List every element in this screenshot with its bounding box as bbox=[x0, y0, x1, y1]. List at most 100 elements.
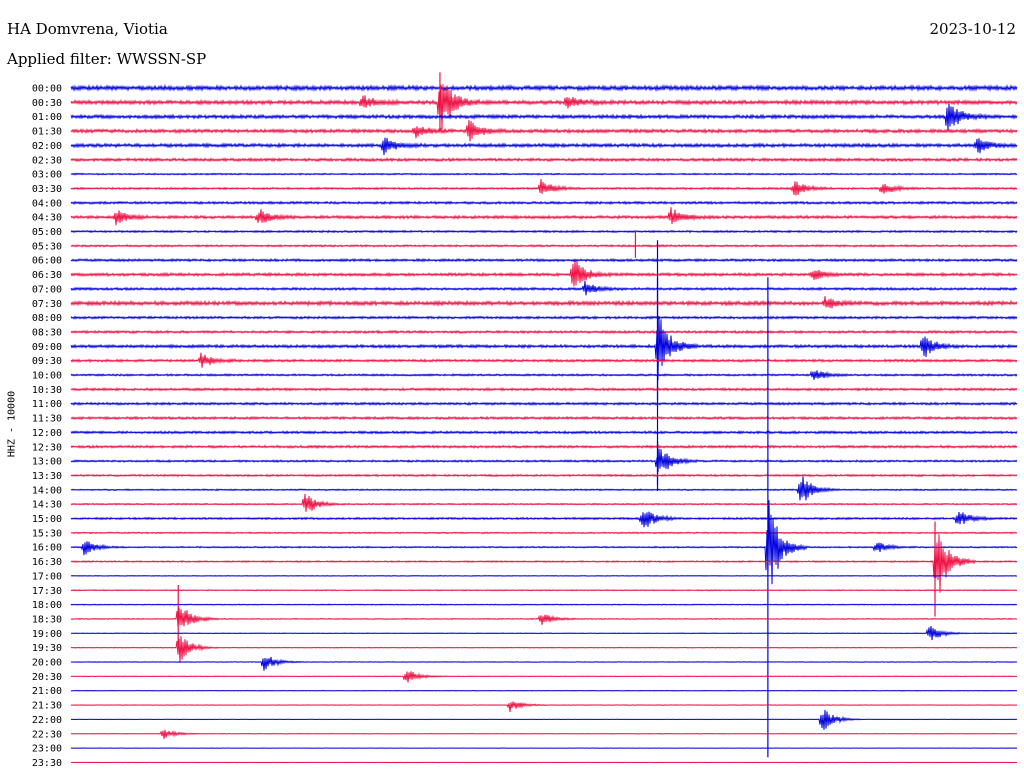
trace-line-0400 bbox=[70, 200, 1018, 206]
trace-line-1630 bbox=[70, 534, 1018, 593]
trace-line-2200 bbox=[70, 709, 1018, 730]
row-time-label: 07:00 bbox=[32, 284, 62, 295]
row-time-label: 17:30 bbox=[32, 586, 62, 597]
row-time-label: 14:30 bbox=[32, 500, 62, 511]
row-time-label: 03:30 bbox=[32, 184, 62, 195]
trace-line-1800 bbox=[70, 603, 1018, 606]
row-time-label: 16:00 bbox=[32, 543, 62, 554]
trace-line-1700 bbox=[70, 575, 1018, 577]
trace-line-0600 bbox=[70, 257, 1018, 263]
row-time-label: 01:30 bbox=[32, 127, 62, 138]
row-time-label: 02:30 bbox=[32, 155, 62, 166]
row-time-label: 11:30 bbox=[32, 414, 62, 425]
date-label: 2023-10-12 bbox=[929, 20, 1016, 38]
trace-group bbox=[70, 72, 1018, 764]
row-time-label: 18:00 bbox=[32, 600, 62, 611]
trace-line-1930 bbox=[70, 636, 1018, 663]
trace-line-0530 bbox=[70, 243, 1018, 248]
trace-line-1100 bbox=[70, 401, 1018, 407]
row-time-label: 08:00 bbox=[32, 313, 62, 324]
row-time-label: 12:30 bbox=[32, 442, 62, 453]
row-time-label: 23:30 bbox=[32, 758, 62, 769]
row-time-label: 04:30 bbox=[32, 213, 62, 224]
trace-line-2000 bbox=[70, 656, 1018, 671]
trace-line-2230 bbox=[70, 729, 1018, 740]
row-time-label: 22:00 bbox=[32, 715, 62, 726]
trace-line-2100 bbox=[70, 689, 1018, 692]
trace-line-1530 bbox=[70, 531, 1018, 535]
row-time-label: 21:00 bbox=[32, 686, 62, 697]
trace-line-1430 bbox=[70, 493, 1018, 512]
row-time-label: 09:30 bbox=[32, 356, 62, 367]
row-time-label: 10:00 bbox=[32, 371, 62, 382]
row-time-label: 09:00 bbox=[32, 342, 62, 353]
trace-line-0100 bbox=[70, 103, 1018, 130]
trace-line-0700 bbox=[70, 281, 1018, 296]
row-time-label: 06:30 bbox=[32, 270, 62, 281]
row-time-label: 18:30 bbox=[32, 614, 62, 625]
row-time-label: 22:30 bbox=[32, 729, 62, 740]
row-time-label: 20:30 bbox=[32, 672, 62, 683]
trace-line-0030 bbox=[70, 84, 1018, 130]
trace-line-0500 bbox=[70, 229, 1018, 234]
trace-line-1400 bbox=[70, 476, 1018, 501]
row-time-label: 17:00 bbox=[32, 571, 62, 582]
row-time-label: 00:30 bbox=[32, 98, 62, 109]
row-time-label: 08:30 bbox=[32, 327, 62, 338]
row-time-label: 12:00 bbox=[32, 428, 62, 439]
filter-label: Applied filter: WWSSN-SP bbox=[7, 50, 207, 68]
trace-line-1900 bbox=[70, 625, 1018, 641]
row-time-label: 05:30 bbox=[32, 241, 62, 252]
trace-line-0630 bbox=[70, 260, 1018, 287]
row-time-label: 10:30 bbox=[32, 385, 62, 396]
trace-line-1000 bbox=[70, 370, 1018, 380]
trace-line-1330 bbox=[70, 473, 1018, 478]
trace-line-1830 bbox=[70, 607, 1018, 627]
row-time-label: 07:30 bbox=[32, 299, 62, 310]
trace-line-0730 bbox=[70, 296, 1018, 309]
row-time-label: 14:00 bbox=[32, 485, 62, 496]
trace-line-0230 bbox=[70, 156, 1018, 163]
trace-line-0300 bbox=[70, 172, 1018, 176]
row-time-label: 23:00 bbox=[32, 744, 62, 755]
trace-line-2130 bbox=[70, 701, 1018, 713]
trace-line-0430 bbox=[70, 207, 1018, 226]
trace-line-1030 bbox=[70, 386, 1018, 392]
row-time-label: 20:00 bbox=[32, 658, 62, 669]
trace-line-0330 bbox=[70, 179, 1018, 196]
row-time-label: 04:00 bbox=[32, 198, 62, 209]
row-time-label: 21:30 bbox=[32, 701, 62, 712]
time-labels: 00:00 00:30 01:00 01:30 02:00 02:30 03:00 03:30… bbox=[32, 84, 62, 769]
trace-line-0830 bbox=[70, 329, 1018, 335]
trace-line-0000 bbox=[70, 83, 1018, 93]
trace-line-1600 bbox=[70, 500, 1018, 585]
row-time-label: 05:00 bbox=[32, 227, 62, 238]
row-time-label: 13:30 bbox=[32, 471, 62, 482]
trace-line-0800 bbox=[70, 315, 1018, 320]
trace-line-0930 bbox=[70, 352, 1018, 368]
row-time-label: 01:00 bbox=[32, 112, 62, 123]
trace-line-1730 bbox=[70, 589, 1018, 592]
row-time-label: 19:30 bbox=[32, 643, 62, 654]
trace-line-1230 bbox=[70, 444, 1018, 450]
trace-line-0130 bbox=[70, 119, 1018, 142]
row-time-label: 15:00 bbox=[32, 514, 62, 525]
row-time-label: 16:30 bbox=[32, 557, 62, 568]
trace-line-1200 bbox=[70, 430, 1018, 435]
row-time-label: 11:00 bbox=[32, 399, 62, 410]
station-title: HA Domvrena, Viotia bbox=[7, 20, 168, 38]
trace-line-2030 bbox=[70, 671, 1018, 683]
trace-line-1130 bbox=[70, 415, 1018, 421]
trace-line-1500 bbox=[70, 511, 1018, 528]
row-time-label: 19:00 bbox=[32, 629, 62, 640]
row-time-label: 00:00 bbox=[32, 84, 62, 95]
row-time-label: 02:00 bbox=[32, 141, 62, 152]
row-time-label: 15:30 bbox=[32, 528, 62, 539]
row-time-label: 06:00 bbox=[32, 256, 62, 267]
row-time-label: 03:00 bbox=[32, 170, 62, 181]
trace-line-1300 bbox=[70, 448, 1018, 473]
trace-line-0200 bbox=[70, 137, 1018, 156]
trace-line-0900 bbox=[70, 316, 1018, 381]
row-time-label: 13:00 bbox=[32, 457, 62, 468]
